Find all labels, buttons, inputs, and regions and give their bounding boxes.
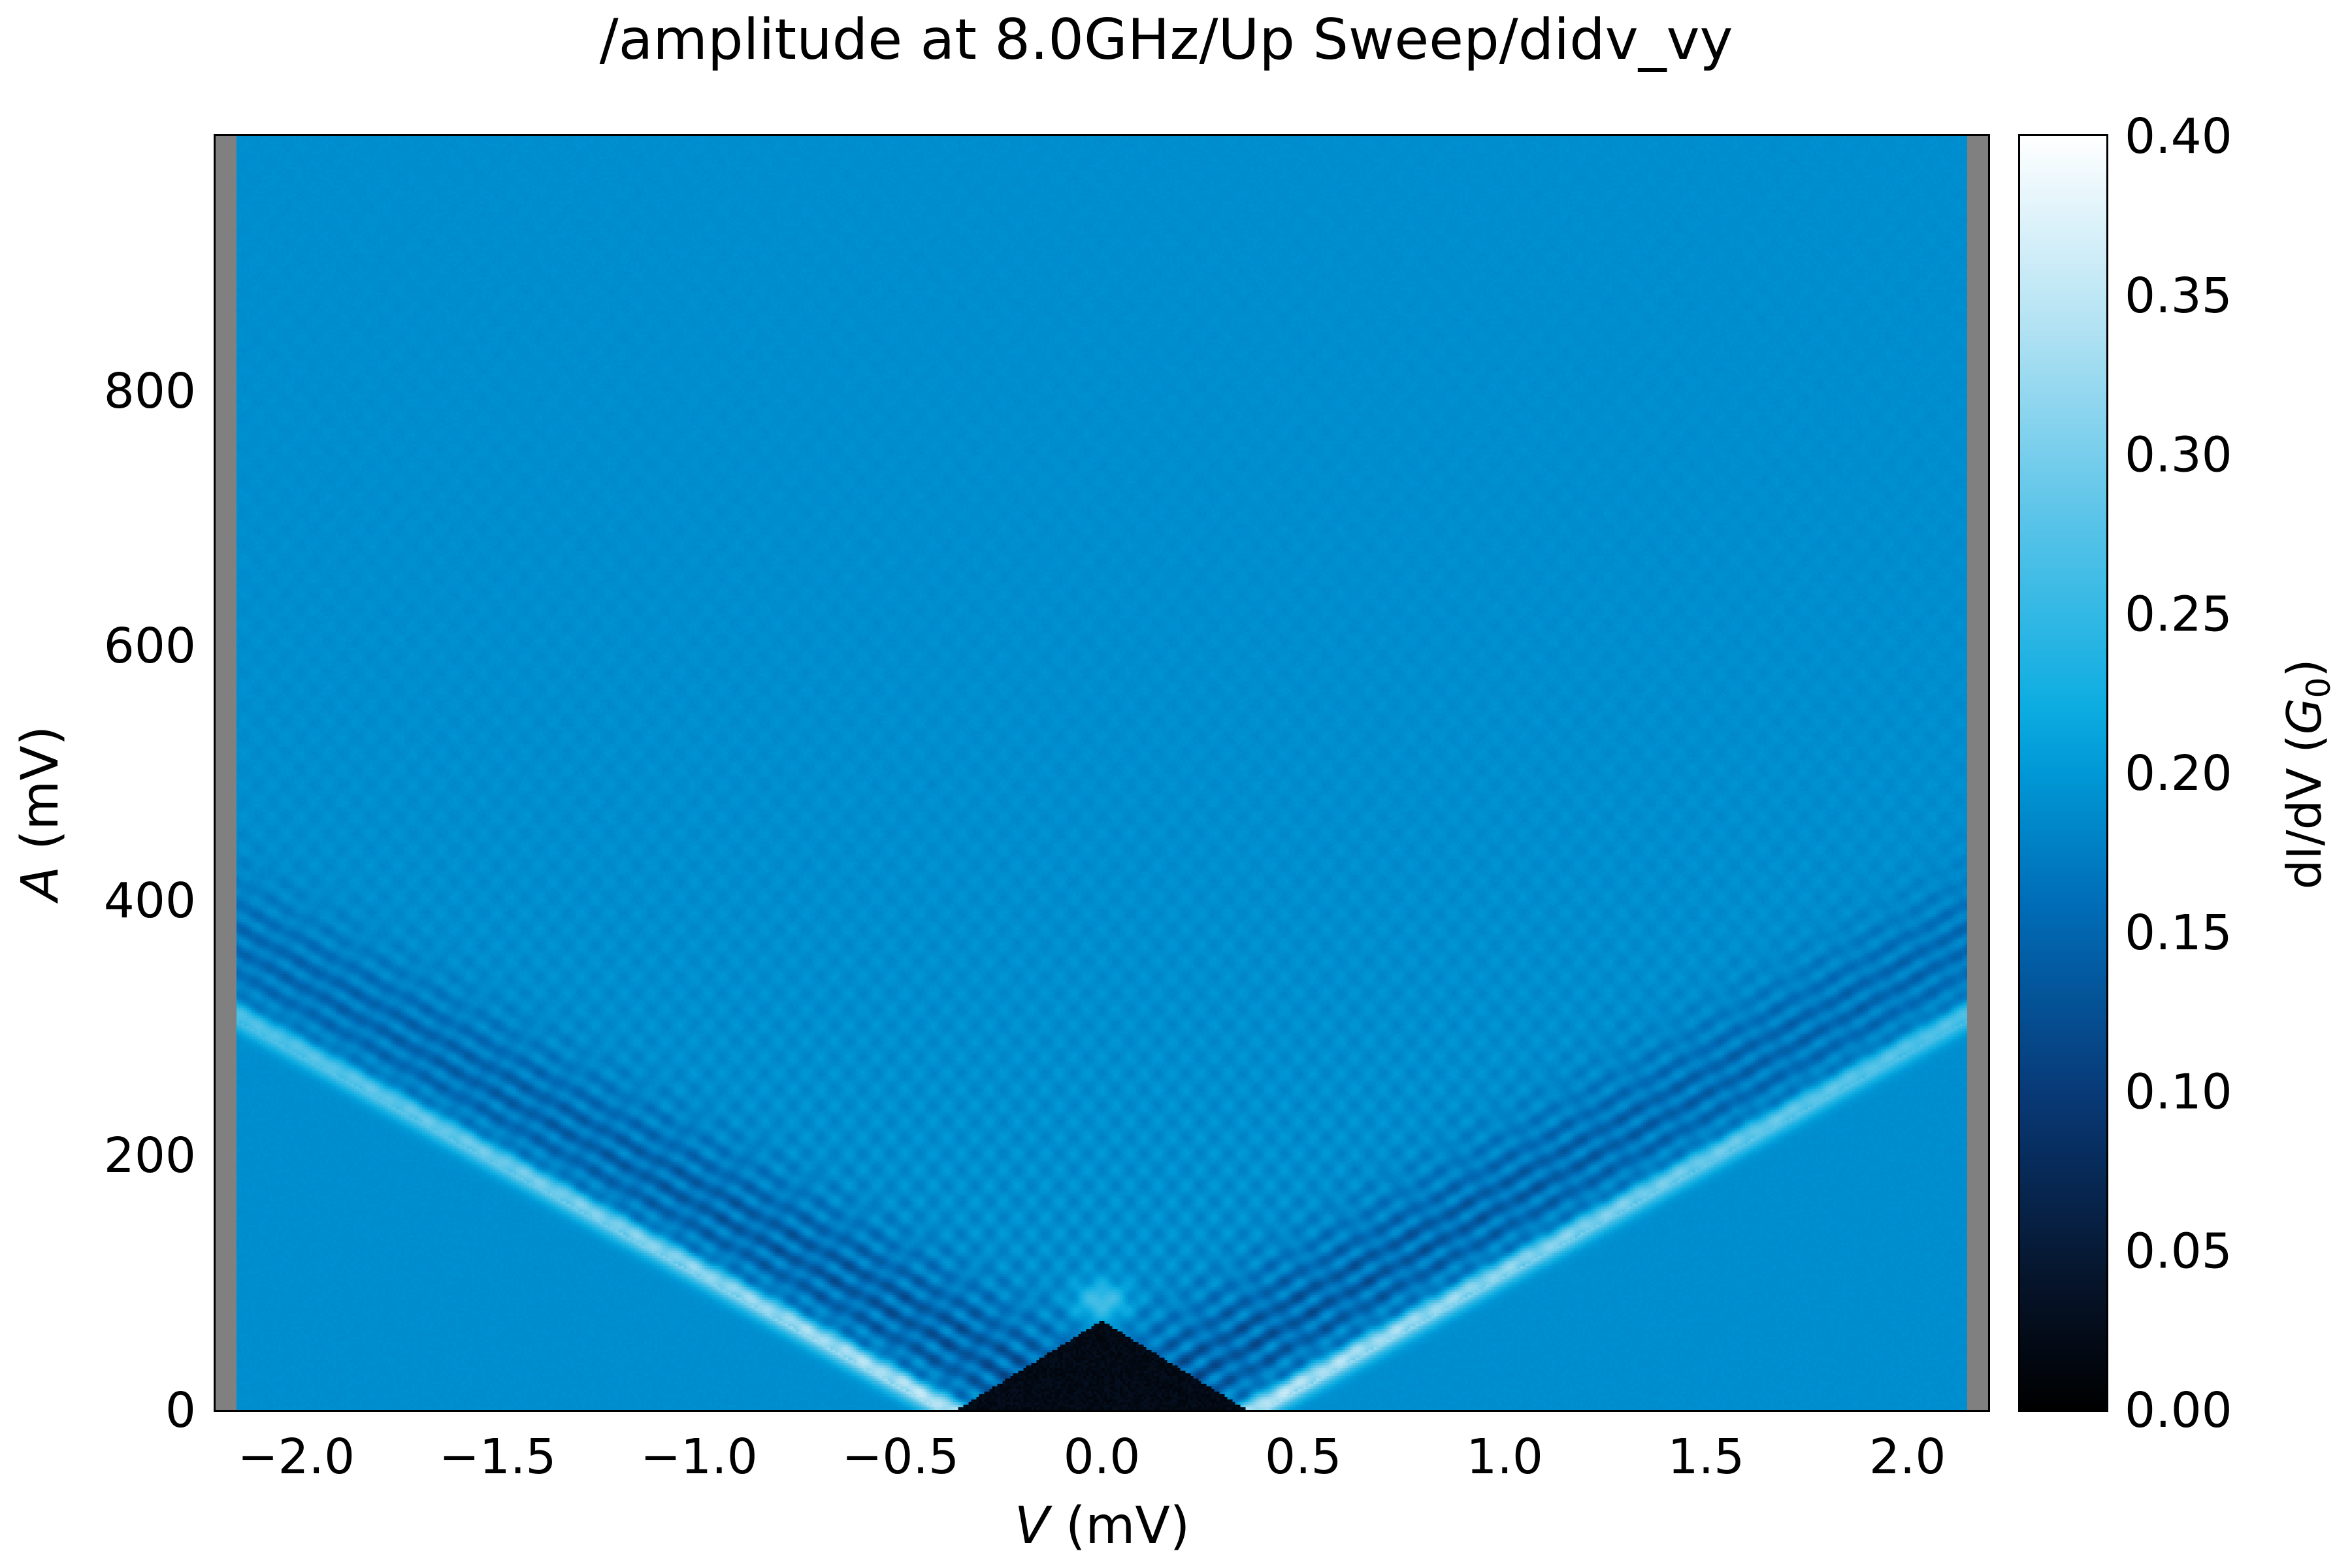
colorbar-tick-label: 0.20 (2125, 745, 2232, 802)
colorbar-ticks: 0.00 0.05 0.10 0.15 0.20 0.25 0.30 0.35 0.40 (2093, 108, 2232, 1439)
colorbar-tick-label: 0.05 (2125, 1223, 2232, 1279)
colorbar-tick-label: 0.25 (2125, 586, 2232, 642)
y-axis-label: A (mV) (11, 726, 70, 904)
y-tick-label: 400 (104, 873, 196, 929)
colorbar-gradient (2020, 136, 2106, 1410)
y-tick-label: 200 (104, 1128, 196, 1184)
colorbar-tick-label: 0.00 (2125, 1382, 2232, 1439)
chart-title: /amplitude at 8.0GHz/Up Sweep/didv_vy (600, 7, 1733, 73)
colorbar-tick-label: 0.30 (2125, 427, 2232, 483)
colorbar-label: dI/dV (G0) (2277, 659, 2338, 890)
x-tick-label: −1.0 (640, 1429, 758, 1485)
y-tick-label: 600 (104, 618, 196, 674)
colorbar-tick-label: 0.35 (2125, 268, 2232, 324)
x-tick-label: 1.5 (1668, 1429, 1745, 1485)
x-tick-label: 0.0 (1064, 1429, 1141, 1485)
y-tick-label: 0 (165, 1382, 196, 1439)
colorbar-tick-label: 0.40 (2125, 108, 2232, 165)
heatmap-image (216, 136, 1988, 1410)
x-tick-label: −0.5 (841, 1429, 959, 1485)
x-tick-label: 0.5 (1265, 1429, 1342, 1485)
x-axis-label: V (mV) (1015, 1497, 1190, 1556)
x-tick-label: 2.0 (1869, 1429, 1946, 1485)
colorbar-tick-label: 0.15 (2125, 905, 2232, 961)
x-tick-label: −1.5 (439, 1429, 557, 1485)
y-tick-label: 800 (104, 363, 196, 419)
x-tick-label: 1.0 (1466, 1429, 1543, 1485)
colorbar-tick-label: 0.10 (2125, 1064, 2232, 1120)
x-tick-label: −2.0 (237, 1429, 355, 1485)
